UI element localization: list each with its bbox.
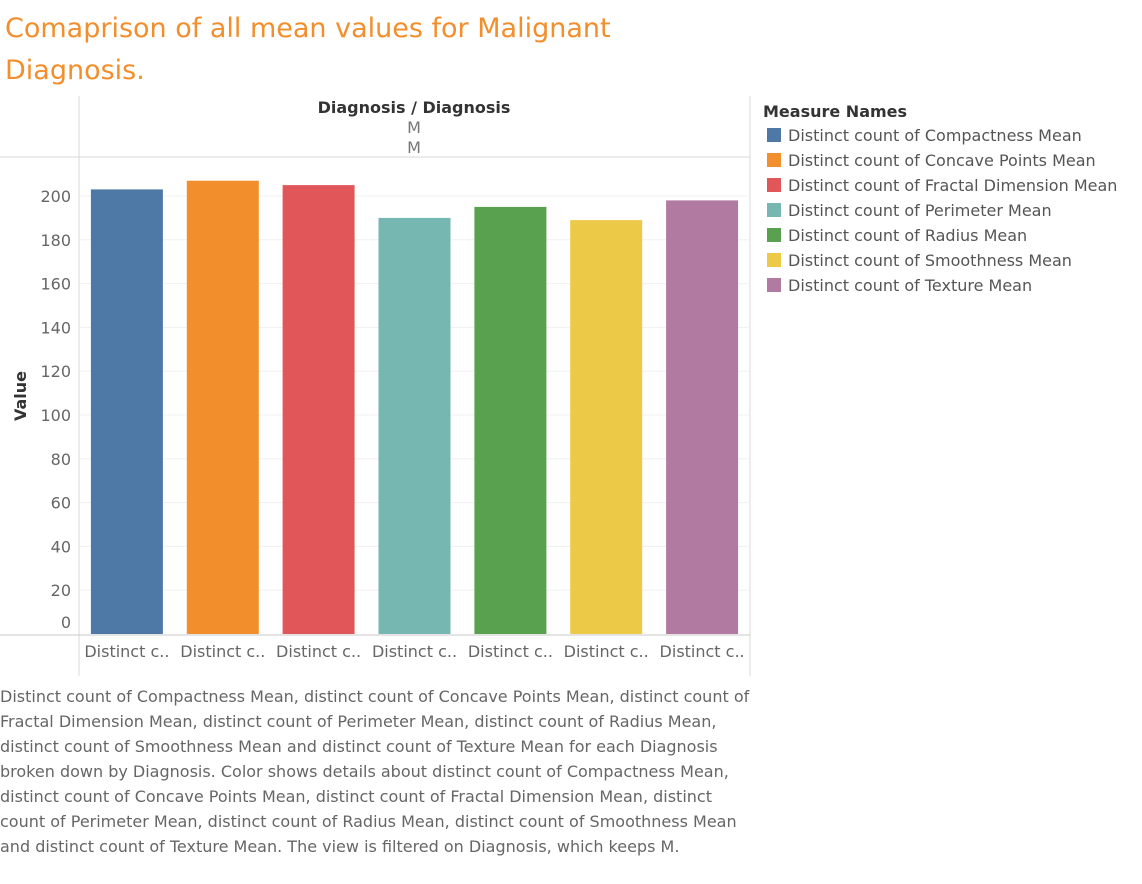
legend-item[interactable]: Distinct count of Texture Mean	[763, 273, 1141, 298]
x-tick-label: Distinct c..	[564, 642, 649, 661]
bar[interactable]	[186, 180, 259, 634]
x-tick-label: Distinct c..	[84, 642, 169, 661]
legend-item[interactable]: Distinct count of Radius Mean	[763, 223, 1141, 248]
y-tick-label: 40	[51, 537, 71, 556]
y-tick-label: 80	[51, 450, 71, 469]
x-axis-ticks: Distinct c.. Distinct c.. Distinct c.. Dist…	[84, 642, 744, 661]
bar[interactable]	[474, 206, 547, 634]
legend-swatch	[767, 153, 781, 167]
legend-item[interactable]: Distinct count of Compactness Mean	[763, 123, 1141, 148]
bar-chart: 0 20 40 60 80 100 120 140 160 180 200 Distinct c..…	[0, 96, 751, 676]
bar[interactable]	[666, 200, 739, 634]
x-tick-label: Distinct c..	[276, 642, 361, 661]
chart-frame	[0, 96, 751, 676]
legend-item[interactable]: Distinct count of Smoothness Mean	[763, 248, 1141, 273]
legend-label: Distinct count of Texture Mean	[788, 276, 1033, 295]
chart-title: Comaprison of all mean values for Malign…	[5, 13, 611, 86]
y-axis-ticks: 0 20 40 60 80 100 120 140 160 180 200	[40, 187, 71, 632]
legend-label: Distinct count of Fractal Dimension Mean	[788, 176, 1118, 195]
chart-caption: Distinct count of Compactness Mean, dist…	[0, 687, 750, 856]
legend: Measure Names Distinct count of Compactn…	[763, 101, 1141, 298]
legend-swatch	[767, 278, 781, 292]
x-tick-label: Distinct c..	[180, 642, 265, 661]
bar[interactable]	[570, 220, 643, 634]
column-header-value: M	[407, 118, 421, 137]
y-tick-label: 60	[51, 494, 71, 513]
y-tick-label: 100	[40, 406, 71, 425]
legend-label: Distinct count of Perimeter Mean	[788, 201, 1052, 220]
y-tick-label: 20	[51, 581, 71, 600]
legend-items: Distinct count of Compactness Mean Distin…	[763, 123, 1141, 298]
legend-title: Measure Names	[763, 102, 908, 121]
legend-label: Distinct count of Concave Points Mean	[788, 151, 1096, 170]
y-tick-label: 200	[40, 187, 71, 206]
legend-swatch	[767, 128, 781, 142]
y-tick-label: 0	[61, 613, 71, 632]
bars	[90, 180, 739, 634]
y-tick-label: 180	[40, 231, 71, 250]
y-tick-label: 140	[40, 318, 71, 337]
x-tick-label: Distinct c..	[660, 642, 745, 661]
legend-swatch	[767, 228, 781, 242]
legend-swatch	[767, 203, 781, 217]
legend-swatch	[767, 178, 781, 192]
y-tick-label: 160	[40, 275, 71, 294]
legend-label: Distinct count of Radius Mean	[788, 226, 1028, 245]
x-tick-label: Distinct c..	[372, 642, 457, 661]
y-axis-label: Value	[11, 371, 30, 421]
y-tick-label: 120	[40, 362, 71, 381]
column-header-label: Diagnosis / Diagnosis	[318, 98, 511, 117]
bar[interactable]	[282, 185, 355, 634]
legend-item[interactable]: Distinct count of Fractal Dimension Mean	[763, 173, 1141, 198]
legend-swatch	[767, 253, 781, 267]
legend-item[interactable]: Distinct count of Concave Points Mean	[763, 148, 1141, 173]
legend-item[interactable]: Distinct count of Perimeter Mean	[763, 198, 1141, 223]
bar[interactable]	[90, 189, 163, 634]
legend-label: Distinct count of Compactness Mean	[788, 126, 1082, 145]
legend-label: Distinct count of Smoothness Mean	[788, 251, 1072, 270]
column-header-value: M	[407, 138, 421, 157]
x-tick-label: Distinct c..	[468, 642, 553, 661]
bar[interactable]	[378, 217, 451, 634]
